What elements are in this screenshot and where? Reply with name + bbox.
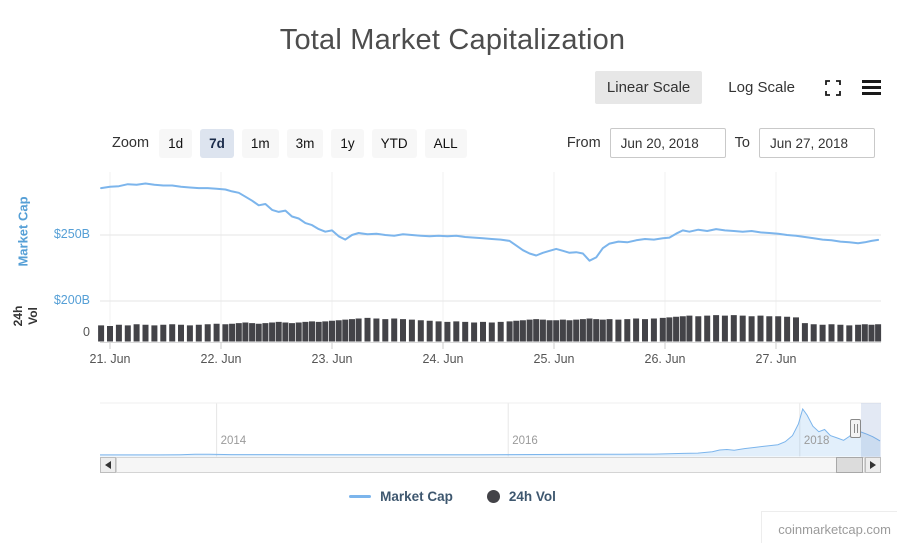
y-axis-label: $250B xyxy=(53,227,90,241)
watermark-link[interactable]: coinmarketcap.com xyxy=(761,511,897,543)
zoom-button-7d[interactable]: 7d xyxy=(200,128,234,158)
fullscreen-icon[interactable] xyxy=(821,76,845,100)
navigator-year-label: 2018 xyxy=(803,435,830,447)
menu-icon[interactable] xyxy=(859,76,883,100)
hamburger-glyph xyxy=(861,80,881,95)
to-date-input[interactable] xyxy=(759,128,875,158)
legend-label: 24h Vol xyxy=(508,489,556,504)
range-selector: Zoom 1d 7d 1m 3m 1y YTD ALL From To xyxy=(112,128,875,158)
chart-legend: Market Cap 24h Vol xyxy=(0,489,905,504)
navigator-area[interactable] xyxy=(100,403,881,457)
x-axis-label: 23. Jun xyxy=(311,352,353,366)
zoom-button-group: Zoom 1d 7d 1m 3m 1y YTD ALL xyxy=(112,128,467,158)
zoom-label: Zoom xyxy=(112,135,150,151)
scale-toggle: Linear Scale Log Scale xyxy=(594,71,883,104)
log-scale-button[interactable]: Log Scale xyxy=(716,71,807,104)
page-title: Total Market Capitalization xyxy=(279,24,626,56)
to-label: To xyxy=(734,135,750,151)
triangle-right-icon xyxy=(870,461,876,469)
legend-label: Market Cap xyxy=(380,489,453,504)
volume-axis-label: 0 xyxy=(83,325,90,339)
navigator-year-label: 2014 xyxy=(220,435,247,447)
legend-item-24h-vol[interactable]: 24h Vol xyxy=(486,489,556,504)
scrollbar-right-arrow[interactable] xyxy=(865,457,881,473)
x-axis xyxy=(100,342,881,349)
x-axis-label: 21. Jun xyxy=(89,352,131,366)
zoom-button-1y[interactable]: 1y xyxy=(331,128,364,158)
navigator-year-label: 2016 xyxy=(512,435,538,447)
x-axis-label: 25. Jun xyxy=(533,352,575,366)
chart-plot-area[interactable] xyxy=(100,170,881,343)
zoom-button-1m[interactable]: 1m xyxy=(241,128,279,158)
x-axis-label: 26. Jun xyxy=(644,352,686,366)
from-date-input[interactable] xyxy=(609,128,726,158)
from-label: From xyxy=(566,135,601,151)
date-range-group: From To xyxy=(567,128,875,158)
x-axis-label: 24. Jun xyxy=(422,352,464,366)
zoom-button-1d[interactable]: 1d xyxy=(159,128,193,158)
triangle-left-icon xyxy=(105,461,111,469)
zoom-button-all[interactable]: ALL xyxy=(424,128,467,158)
x-axis-label: 22. Jun xyxy=(200,352,242,366)
x-axis-label: 27. Jun xyxy=(755,352,797,366)
expand-corners-glyph xyxy=(825,79,841,96)
zoom-button-3m[interactable]: 3m xyxy=(286,128,324,158)
scrollbar-track[interactable] xyxy=(116,457,865,473)
navigator-handle[interactable] xyxy=(850,419,861,438)
scrollbar-thumb[interactable] xyxy=(836,457,863,473)
zoom-button-ytd[interactable]: YTD xyxy=(371,128,417,158)
y-axis-label: $200B xyxy=(53,293,90,307)
line-marker-icon xyxy=(349,495,372,498)
linear-scale-button[interactable]: Linear Scale xyxy=(594,71,703,104)
scrollbar-left-arrow[interactable] xyxy=(100,457,116,473)
circle-marker-icon xyxy=(486,490,500,503)
legend-item-market-cap[interactable]: Market Cap xyxy=(349,489,453,504)
